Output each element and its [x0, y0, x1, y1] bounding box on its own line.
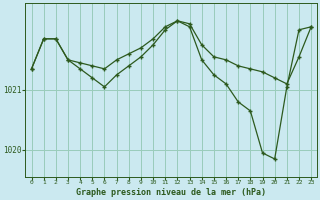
X-axis label: Graphe pression niveau de la mer (hPa): Graphe pression niveau de la mer (hPa)	[76, 188, 266, 197]
